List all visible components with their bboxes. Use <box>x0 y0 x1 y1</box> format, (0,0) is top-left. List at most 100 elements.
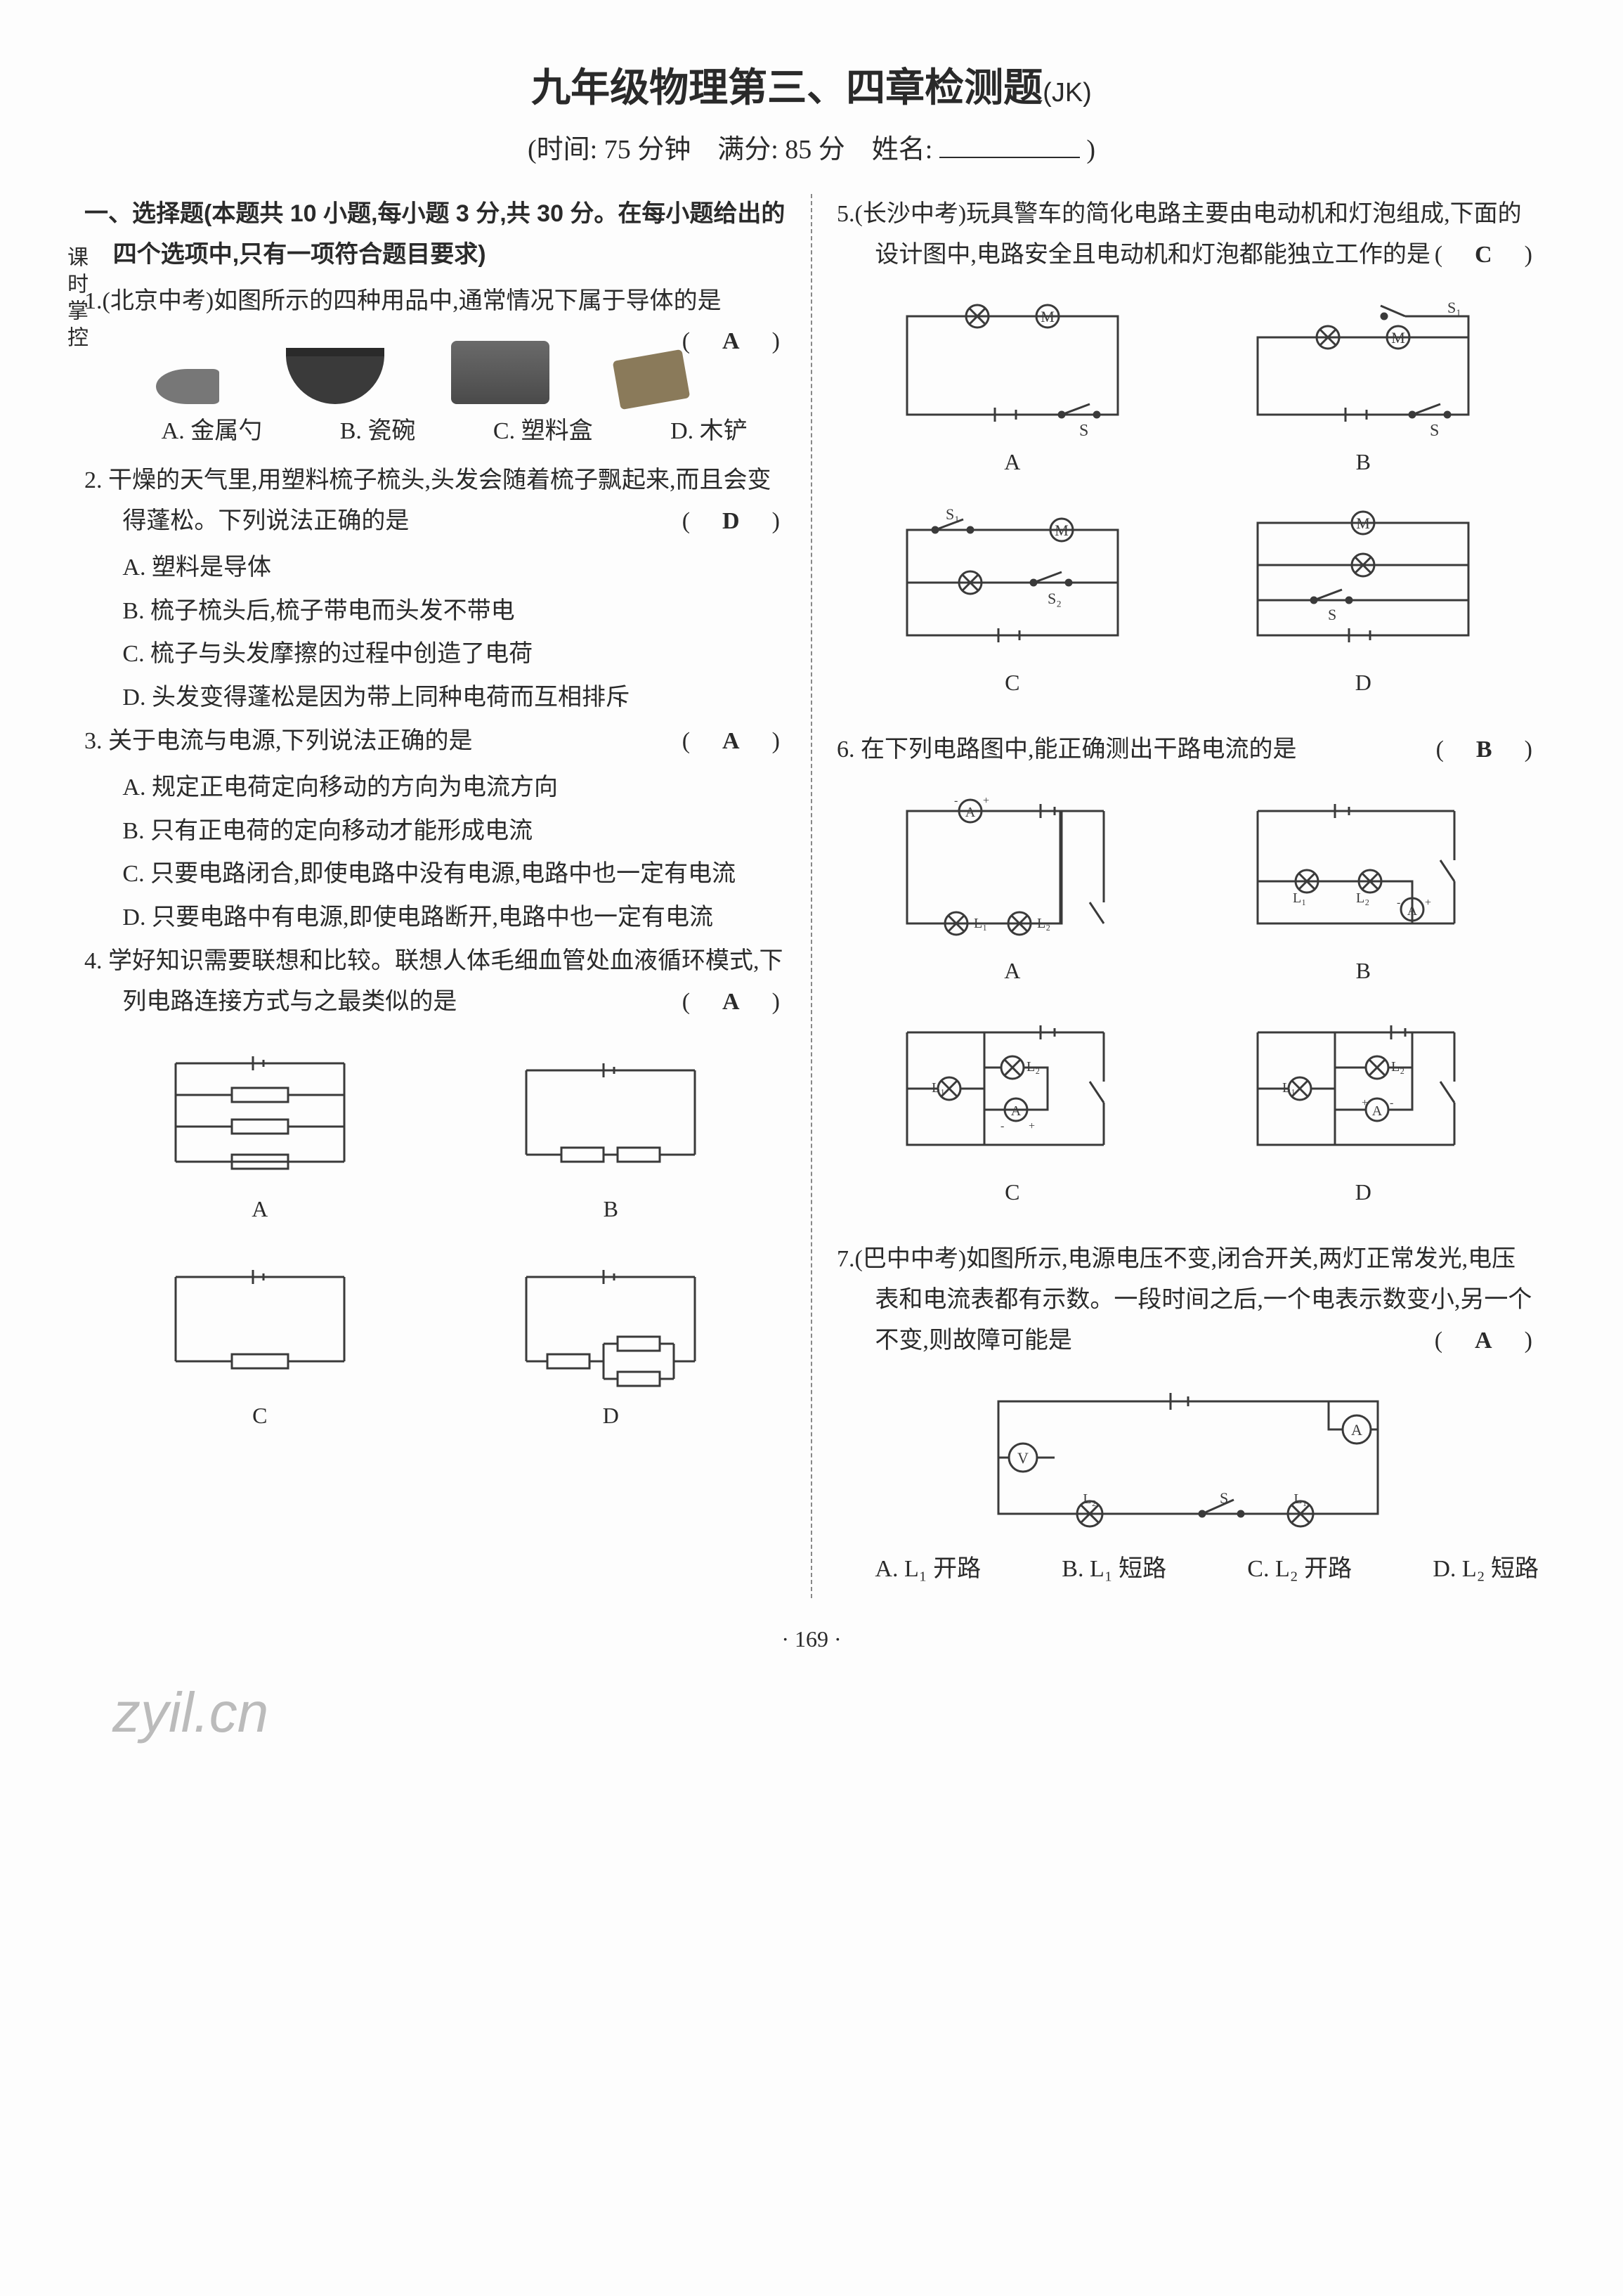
q6-circuit-c-svg: L₁ L₂ A -+ <box>879 1011 1146 1166</box>
page-title: 九年级物理第三、四章检测题(JK) <box>84 56 1539 113</box>
q2-opt-d: D. 头发变得蓬松是因为带上同种电荷而互相排斥 <box>84 677 786 718</box>
q6-circuit-b-svg: L₁ L₂ A -+ <box>1230 790 1497 945</box>
svg-text:-: - <box>1000 1120 1004 1132</box>
q5-circuit-d: M S D <box>1209 502 1518 701</box>
q4-label-c: C <box>105 1396 415 1434</box>
score-value: 85 分 <box>785 135 845 164</box>
svg-text:S₁: S₁ <box>1447 299 1461 316</box>
q1-images <box>84 327 720 411</box>
spoon-image <box>156 369 219 404</box>
q4-label-a: A <box>105 1190 415 1228</box>
close-paren: ) <box>1086 135 1095 164</box>
q7-opt-c: C. L₂ 开路 <box>1247 1549 1352 1590</box>
q4-stem: 4. 学好知识需要联想和比较。联想人体毛细血管处血液循环模式,下列电路连接方式与… <box>84 948 783 1015</box>
q6-label-c: C <box>858 1173 1167 1211</box>
q2-opt-b: B. 梳子梳头后,梳子带电而头发不带电 <box>84 591 786 632</box>
q6-circuit-c: L₁ L₂ A -+ C <box>858 1011 1167 1211</box>
q3-answer-slot: ( A ) <box>720 721 786 762</box>
q7-opt-a: A. L₁ 开路 <box>875 1549 981 1590</box>
q4-answer-slot: ( A ) <box>720 982 786 1023</box>
column-divider <box>811 194 812 1598</box>
q4-circuit-c-svg <box>133 1249 386 1389</box>
svg-text:L₁: L₁ <box>974 916 987 931</box>
q6-label-a: A <box>858 952 1167 990</box>
svg-text:-: - <box>954 795 958 807</box>
q1-text: 1.(北京中考)如图所示的四种用品中,通常情况下属于导体的是 ( A ) <box>84 281 786 322</box>
q4-circuit-a-svg <box>133 1042 386 1183</box>
svg-text:S: S <box>1220 1489 1228 1507</box>
svg-text:M: M <box>1391 329 1405 346</box>
svg-text:-: - <box>1397 897 1400 909</box>
q1-opt-d: D. 木铲 <box>670 411 748 452</box>
svg-text:L₂: L₂ <box>1037 916 1050 931</box>
q6-circuit-d-svg: L₁ L₂ A +- <box>1230 1011 1497 1166</box>
q4-answer: A <box>722 989 740 1015</box>
q5-circuit-a-svg: M S <box>879 295 1146 436</box>
content-columns: 一、选择题(本题共 10 小题,每小题 3 分,共 30 分。在每小题给出的四个… <box>84 194 1539 1598</box>
q5-text: 5.(长沙中考)玩具警车的简化电路主要由电动机和灯泡组成,下面的设计图中,电路安… <box>837 194 1539 275</box>
title-suffix: (JK) <box>1043 78 1092 108</box>
q5-circuit-c-svg: S₁ M S₂ <box>879 502 1146 656</box>
q4-text: 4. 学好知识需要联想和比较。联想人体毛细血管处血液循环模式,下列电路连接方式与… <box>84 941 786 1023</box>
watermark: zyil.cn <box>84 1680 1539 1745</box>
q5-circuits: M S A S₁ <box>837 281 1539 716</box>
q5-stem: 5.(长沙中考)玩具警车的简化电路主要由电动机和灯泡组成,下面的设计图中,电路安… <box>837 201 1522 268</box>
q1-answer-slot: ( A ) <box>720 321 786 362</box>
section-1-head: 一、选择题(本题共 10 小题,每小题 3 分,共 30 分。在每小题给出的四个… <box>84 194 786 275</box>
name-blank[interactable] <box>939 157 1080 158</box>
q6-answer: B <box>1476 737 1492 763</box>
q1-option-labels: A. 金属勺 B. 瓷碗 C. 塑料盒 D. 木铲 <box>84 411 786 452</box>
q4-circuit-b-svg <box>484 1042 737 1183</box>
bowl-image <box>286 348 384 404</box>
q2-opt-a: A. 塑料是导体 <box>84 547 786 588</box>
q4-circuit-b: B <box>457 1042 766 1228</box>
q3-text: 3. 关于电流与电源,下列说法正确的是 ( A ) <box>84 721 786 762</box>
svg-text:A: A <box>1407 903 1418 919</box>
q5-answer: C <box>1475 242 1492 268</box>
svg-text:L₂: L₂ <box>1356 890 1369 906</box>
right-column: 5.(长沙中考)玩具警车的简化电路主要由电动机和灯泡组成,下面的设计图中,电路安… <box>837 194 1539 1598</box>
q3-opt-a: A. 规定正电荷定向移动的方向为电流方向 <box>84 767 786 808</box>
q1-answer: A <box>722 328 740 354</box>
svg-text:S₂: S₂ <box>1048 590 1062 607</box>
q3-opt-d: D. 只要电路中有电源,即使电路断开,电路中也一定有电流 <box>84 897 786 938</box>
q7-text: 7.(巴中中考)如图所示,电源电压不变,闭合开关,两灯正常发光,电压表和电流表都… <box>837 1239 1539 1361</box>
q7-answer: A <box>1475 1328 1492 1354</box>
q2-answer: D <box>722 508 740 534</box>
page-number: · 169 · <box>84 1626 1539 1652</box>
q5-answer-slot: ( C ) <box>1473 235 1539 275</box>
svg-text:S₁: S₁ <box>946 505 960 523</box>
q2-stem: 2. 干燥的天气里,用塑料梳子梳头,头发会随着梳子飘起来,而且会变得蓬松。下列说… <box>84 467 771 534</box>
svg-text:-: - <box>1390 1097 1393 1109</box>
q7-opt-b: B. L₁ 短路 <box>1062 1549 1166 1590</box>
q5-label-c: C <box>858 663 1167 701</box>
q4-circuits: A B <box>84 1028 786 1449</box>
q6-label-d: D <box>1209 1173 1518 1211</box>
q3-opt-b: B. 只有正电荷的定向移动才能形成电流 <box>84 811 786 852</box>
q6-circuit-b: L₁ L₂ A -+ B <box>1209 790 1518 990</box>
name-label: 姓名: <box>872 135 933 164</box>
time-value: 75 分钟 <box>604 135 691 164</box>
svg-text:+: + <box>1362 1097 1368 1109</box>
q2-answer-slot: ( D ) <box>720 501 786 542</box>
box-image <box>451 341 549 404</box>
svg-text:M: M <box>1356 514 1370 532</box>
score-label: 满分: <box>717 135 778 164</box>
meta-line: (时间: 75 分钟 满分: 85 分 姓名: ) <box>84 127 1539 166</box>
svg-text:M: M <box>1055 521 1069 539</box>
q2-opt-c: C. 梳子与头发摩擦的过程中创造了电荷 <box>84 634 786 675</box>
q5-label-a: A <box>858 443 1167 481</box>
left-column: 一、选择题(本题共 10 小题,每小题 3 分,共 30 分。在每小题给出的四个… <box>84 194 786 1598</box>
q4-label-d: D <box>457 1396 766 1434</box>
q7-circuit-svg: V L₂ S L₁ A <box>963 1380 1413 1535</box>
q5-circuit-a: M S A <box>858 295 1167 481</box>
q5-circuit-d-svg: M S <box>1230 502 1497 656</box>
svg-text:+: + <box>983 795 989 807</box>
q6-circuit-a: A -+ L₁ L₂ A <box>858 790 1167 990</box>
q1-opt-a: A. 金属勺 <box>162 411 263 452</box>
title-text: 九年级物理第三、四章检测题 <box>531 65 1043 110</box>
q4-circuit-d: D <box>457 1249 766 1434</box>
time-label: (时间: <box>528 135 597 164</box>
q7-stem: 7.(巴中中考)如图所示,电源电压不变,闭合开关,两灯正常发光,电压表和电流表都… <box>837 1246 1532 1354</box>
q1-stem: 1.(北京中考)如图所示的四种用品中,通常情况下属于导体的是 <box>84 288 722 314</box>
